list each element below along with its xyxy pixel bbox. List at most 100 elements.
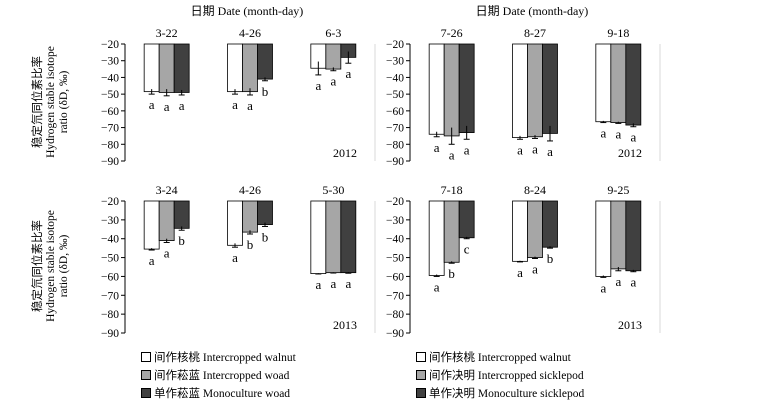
bar (428, 200, 445, 276)
significance-letter: a (247, 98, 253, 113)
category-label: 6-3 (325, 26, 341, 40)
bar (227, 43, 243, 93)
bar (158, 43, 175, 93)
bar (242, 200, 258, 233)
y-tick-label: −50 (386, 253, 404, 265)
bar (610, 43, 627, 123)
category-label: 4-26 (239, 26, 261, 40)
y-tick-label: −20 (386, 39, 404, 51)
category-label: 8-27 (524, 26, 546, 40)
y-axis-title-top: 稳定氘同位素比率 Hydrogen stable isotope ratio (… (30, 46, 70, 158)
legend-item: 间作核桃 Intercropped walnut (141, 349, 296, 365)
y-tick-label: −60 (386, 106, 404, 118)
bar (227, 200, 243, 246)
category-label: 7-18 (441, 183, 463, 197)
chart-panels: −20−30−40−50−60−70−80−903-22a a a4-26a ab6-… (101, 26, 661, 340)
significance-letter: a (434, 140, 440, 155)
legend-label: 间作核桃 Intercropped walnut (154, 352, 296, 364)
bar (143, 43, 160, 93)
bar (158, 200, 175, 241)
legend-swatch (141, 388, 151, 398)
legend-label: 间作核桃 Intercropped walnut (429, 352, 571, 364)
legend-swatch (416, 352, 426, 362)
y-title-cn: 稳定氘同位素比率 (30, 56, 44, 148)
significance-letter: b (247, 237, 254, 252)
bar (310, 200, 327, 274)
legend-label: 间作决明 Intercropped sicklepod (429, 370, 584, 382)
significance-letter: b (262, 84, 269, 99)
bar (443, 43, 460, 137)
y-tick-label: −70 (101, 290, 119, 302)
y-title-cn: 稳定氘同位素比率 (30, 220, 44, 312)
y-tick-label: −70 (101, 123, 119, 135)
year-label: 2013 (333, 318, 357, 332)
bar (625, 200, 642, 272)
significance-letter: a (315, 78, 321, 93)
y-tick-label: −70 (386, 290, 404, 302)
legend-item: 单作菘蓝 Monoculture woad (141, 385, 290, 401)
y-tick-label: −80 (101, 309, 119, 321)
chart-panel-3: −20−30−40−50−60−70−80−903-24aab4-26abb5-… (101, 183, 376, 340)
significance-letter: a (630, 130, 636, 145)
category-label: 3-22 (156, 26, 178, 40)
y-title-en-2: ratio (δD, ‰) (58, 235, 70, 298)
y-tick-label: −40 (386, 72, 404, 84)
legend-label: 单作菘蓝 Monoculture woad (154, 388, 291, 400)
y-tick-label: −90 (386, 328, 404, 340)
y-tick-label: −50 (386, 89, 404, 101)
bar (458, 200, 475, 239)
significance-letter: a (449, 147, 455, 162)
bar (242, 43, 258, 93)
date-axis-title-right: 日期 Date (month-day) (476, 4, 589, 18)
significance-letter: a (517, 142, 523, 157)
bar (512, 43, 528, 138)
legend-label: 单作决明 Monoculture sicklepod (429, 388, 585, 400)
significance-letter: b (262, 229, 269, 244)
y-tick-label: −20 (101, 39, 119, 51)
significance-letter: a (615, 126, 621, 141)
y-tick-label: −80 (101, 139, 119, 151)
category-label: 4-26 (239, 183, 261, 197)
bar (595, 43, 612, 123)
significance-letter: a (464, 142, 470, 157)
significance-letter: a (600, 126, 606, 141)
y-tick-label: −40 (101, 72, 119, 84)
significance-letter: c (464, 242, 470, 257)
significance-letter: a (179, 98, 185, 113)
bar (428, 43, 445, 135)
category-label: 8-24 (524, 183, 546, 197)
bar (325, 200, 342, 274)
significance-letter: a (600, 280, 606, 295)
y-title-en-1: Hydrogen stable isotope (45, 46, 57, 158)
legend-item: 间作菘蓝 Intercropped woad (141, 367, 289, 383)
year-label: 2012 (618, 146, 642, 160)
significance-letter: a (547, 144, 553, 159)
significance-letter: a (330, 276, 336, 291)
y-tick-label: −80 (386, 309, 404, 321)
y-axis-title-bottom: 稳定氘同位素比率 Hydrogen stable isotope ratio (… (30, 210, 70, 322)
category-label: 3-24 (156, 183, 178, 197)
legend-label: 间作菘蓝 Intercropped woad (154, 370, 290, 382)
y-tick-label: −30 (386, 56, 404, 68)
significance-letter: a (345, 276, 351, 291)
bar (458, 43, 475, 133)
year-label: 2012 (333, 146, 357, 160)
date-axis-title-left: 日期 Date (month-day) (191, 4, 304, 18)
year-label: 2013 (618, 318, 642, 332)
bar (527, 43, 543, 138)
y-tick-label: −70 (386, 123, 404, 135)
significance-letter: a (330, 74, 336, 89)
y-tick-label: −80 (386, 139, 404, 151)
y-tick-label: −30 (101, 215, 119, 227)
bar (143, 200, 160, 250)
legend-swatch (141, 352, 151, 362)
y-tick-label: −40 (101, 234, 119, 246)
bar (173, 43, 190, 93)
significance-letter: a (630, 275, 636, 290)
significance-letter: a (615, 274, 621, 289)
bar (542, 200, 558, 248)
legend-swatch (141, 370, 151, 380)
legend-swatch (416, 388, 426, 398)
y-title-en-1: Hydrogen stable isotope (45, 210, 57, 322)
